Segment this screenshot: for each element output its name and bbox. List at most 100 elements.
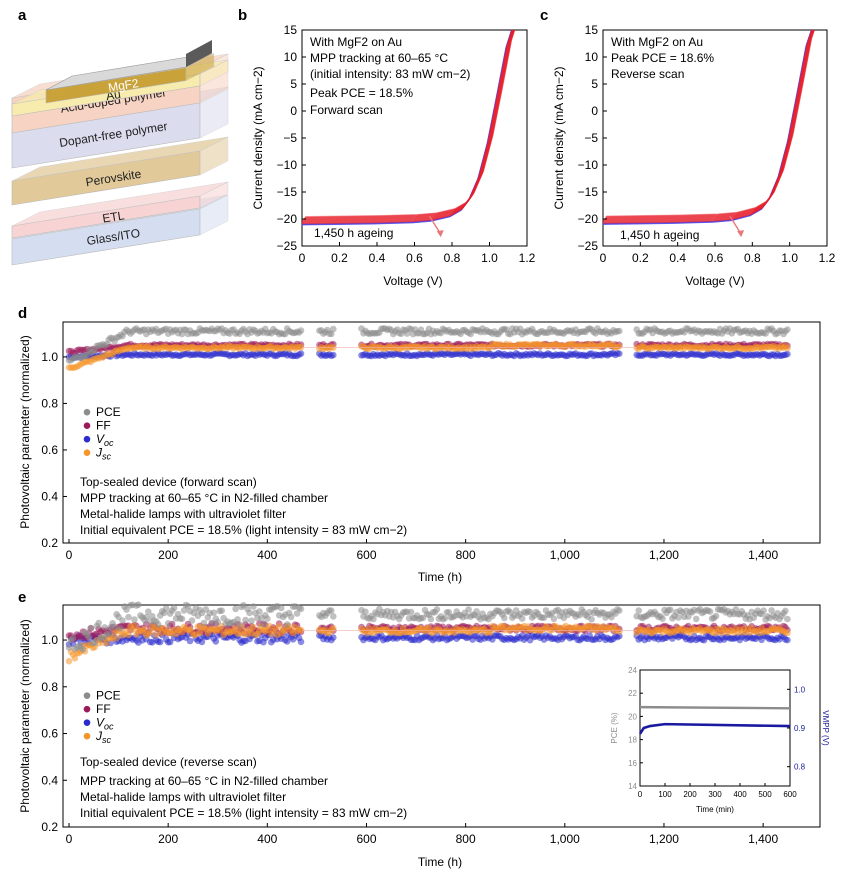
data-point-pce [260,620,267,628]
data-point-jsc [275,622,283,630]
data-point-pce [69,634,77,642]
jv-curve [604,30,815,220]
jv-curve [604,30,814,221]
data-point-pce [242,616,249,624]
data-point-pce [119,617,126,624]
data-point-pce [706,608,714,615]
panel-e-inset: 0 100 200 300 400 500 600 24 22 20 18 16 14 1.0 0.9 0.8… [610,666,830,814]
data-point-pce [441,615,449,622]
data-point-jsc [141,626,148,633]
legend-label-pce: PCE [96,689,121,703]
y-tick-label: 0.8 [41,680,58,694]
jv-curve [303,30,515,220]
y-tick-label: −20 [578,212,599,226]
legend-marker-pce [83,408,91,416]
x-tick-label: 0.6 [406,251,423,265]
data-point-voc [212,638,220,645]
y-tick-label: 0.6 [41,727,58,741]
jv-curve [603,30,814,223]
data-point-pce [214,618,221,626]
data-point-jsc [784,344,791,352]
panel-d: d 0 200 400 600 800 1,000 1,200 1,4001.00.80.60… [18,305,821,584]
panel-e-note-2: MPP tracking at 60–65 °C in N2-filled ch… [80,774,328,788]
x-tick-label: 1.0 [781,251,798,265]
panel-e-letter: e [18,589,26,606]
jv-curve [603,30,814,222]
legend-marker-pce [83,692,91,699]
jv-curve [302,30,514,223]
data-point-pce [407,608,415,616]
jv-curve [302,30,514,224]
panel-d-note-3: Metal-halide lamps with ultraviolet filt… [80,507,286,521]
y-tick-label: 15 [585,23,599,37]
stack-layer-side [199,194,229,236]
panel-c-ylabel: Current density (mA cm−2) [552,66,566,209]
x-tick-label: 1,400 [748,832,778,846]
x-tick-label: 0.8 [444,251,461,265]
y-tick-label: −10 [277,158,298,172]
jv-curve [302,30,514,222]
jv-curve [304,30,515,219]
inset-y2-tick-label: 0.9 [794,724,806,733]
data-point-pce [180,607,188,614]
stack-mgf2-edge [186,40,212,67]
panel-d-note-4: Initial equivalent PCE = 18.5% (light in… [80,523,407,537]
jv-curve [302,30,514,221]
jv-curve [603,30,813,223]
data-point-jsc [196,629,204,637]
inset-pce-line [639,705,791,710]
series-voc [65,349,791,362]
x-tick-label: 0.4 [669,251,686,265]
panel-b-ylabel: Current density (mA cm−2) [251,66,265,209]
x-tick-label: 0.2 [331,251,348,265]
jv-curve [303,30,515,220]
data-point-jsc [65,657,73,665]
stack-layer-side [199,59,229,87]
jv-curve [304,30,515,220]
panel-e-points [65,601,791,665]
data-point-voc [616,350,623,358]
panel-e-note-1: Top-sealed device (reverse scan) [80,755,257,769]
inset-x-tick-label: 100 [658,790,672,799]
inset-xlabel: Time (min) [696,805,734,814]
data-point-pce [264,615,271,622]
panel-d-note-2: MPP tracking at 60–65 °C in N2-filled ch… [80,491,328,505]
series-jsc [65,340,791,372]
y-tick-label: 0.4 [41,773,58,787]
data-point-pce [427,615,435,623]
x-tick-label: 1.0 [481,251,498,265]
jv-curve [604,30,815,219]
panel-e: e 0 200 400 600 800 1,000 1,200 1,4001.00.80.60… [18,589,830,869]
data-point-pce [232,605,239,613]
jv-curve [302,30,514,222]
data-point-pce [162,605,170,612]
data-point-voc [330,351,337,359]
data-point-pce [675,614,682,621]
panel-b-annotation-5: Forward scan [310,103,383,117]
panel-b: b 0 0.2 0.4 0.6 0.8 1.0 1.2 15 10 5 0 −5 −10 −15 −20 −2… [238,7,536,288]
data-point-pce [184,602,192,610]
data-point-pce [445,609,453,616]
panel-d-points [65,325,791,372]
data-point-voc [166,638,174,646]
data-point-pce [154,621,162,628]
legend-marker-voc [83,435,91,443]
jv-curve [305,30,516,218]
data-point-voc [297,350,305,357]
stack-layer-label: MgF2 [107,76,140,95]
data-point-pce [433,606,441,613]
y-tick-label: 0.6 [41,443,58,457]
x-tick-label: 1.2 [819,251,836,265]
inset-y2label: VMPP (V) [821,710,830,746]
data-point-jsc [616,342,623,350]
y-tick-label: −15 [277,185,298,199]
x-tick-label: 0 [299,251,306,265]
data-point-pce [246,609,253,617]
data-point-jsc [266,622,273,630]
data-point-voc [198,638,206,646]
legend-marker-ff [83,422,91,430]
data-point-pce [501,614,508,622]
